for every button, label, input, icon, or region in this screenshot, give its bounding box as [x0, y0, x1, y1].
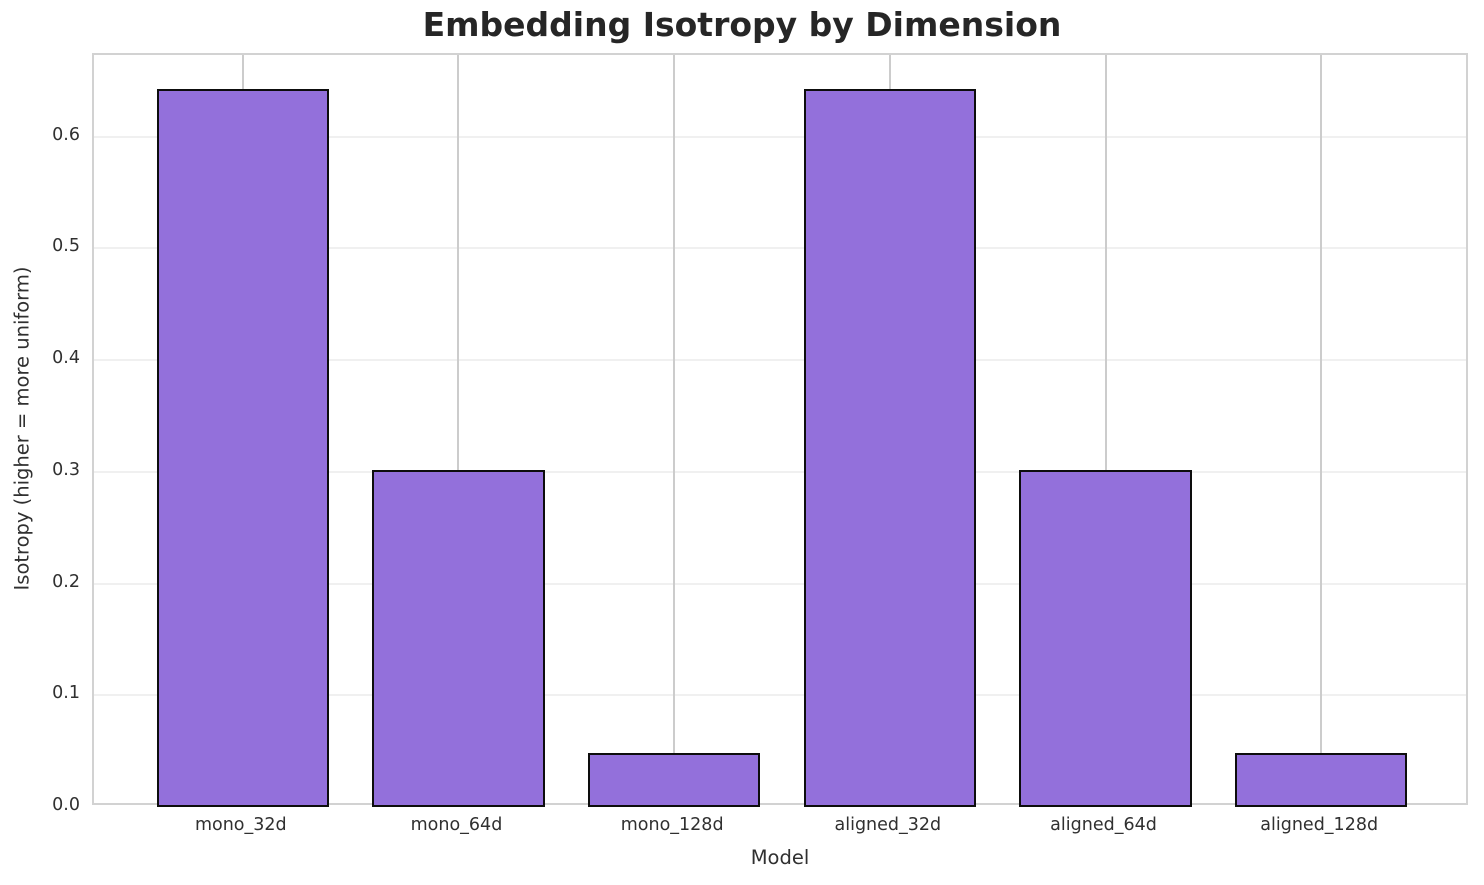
y-tick-label: 0.2 — [52, 571, 80, 592]
x-tick-label: aligned_32d — [834, 815, 942, 835]
chart-title: Embedding Isotropy by Dimension — [422, 5, 1062, 44]
v-gridline — [673, 55, 676, 803]
v-gridline — [1320, 55, 1323, 803]
h-gridline — [94, 247, 1466, 250]
bar-aligned_32d — [803, 88, 977, 807]
bar-mono_128d — [587, 753, 761, 807]
x-tick-label: mono_64d — [410, 815, 503, 835]
y-tick-label: 0.0 — [52, 795, 80, 815]
x-axis-label: Model — [750, 846, 810, 869]
y-tick-label: 0.6 — [52, 124, 80, 145]
x-tick-label: mono_32d — [194, 815, 287, 835]
y-tick-label: 0.4 — [52, 348, 80, 369]
bar-mono_64d — [372, 469, 545, 807]
h-gridline — [94, 694, 1466, 697]
bar-aligned_128d — [1234, 753, 1408, 807]
h-gridline — [94, 470, 1466, 473]
x-tick-label: mono_128d — [620, 815, 724, 835]
y-tick-label: 0.5 — [52, 236, 80, 257]
h-gridline — [94, 582, 1466, 585]
h-gridline — [94, 359, 1466, 362]
v-gridline — [457, 55, 460, 803]
bar-aligned_64d — [1019, 469, 1192, 807]
y-tick-label: 0.1 — [52, 683, 80, 704]
y-tick-label: 0.3 — [52, 459, 80, 480]
v-gridline — [1104, 55, 1107, 803]
x-tick-label: aligned_128d — [1260, 815, 1379, 835]
plot-area — [92, 53, 1468, 807]
h-gridline — [94, 135, 1466, 138]
x-tick-label: aligned_64d — [1050, 815, 1157, 835]
bar-mono_32d — [156, 88, 330, 807]
